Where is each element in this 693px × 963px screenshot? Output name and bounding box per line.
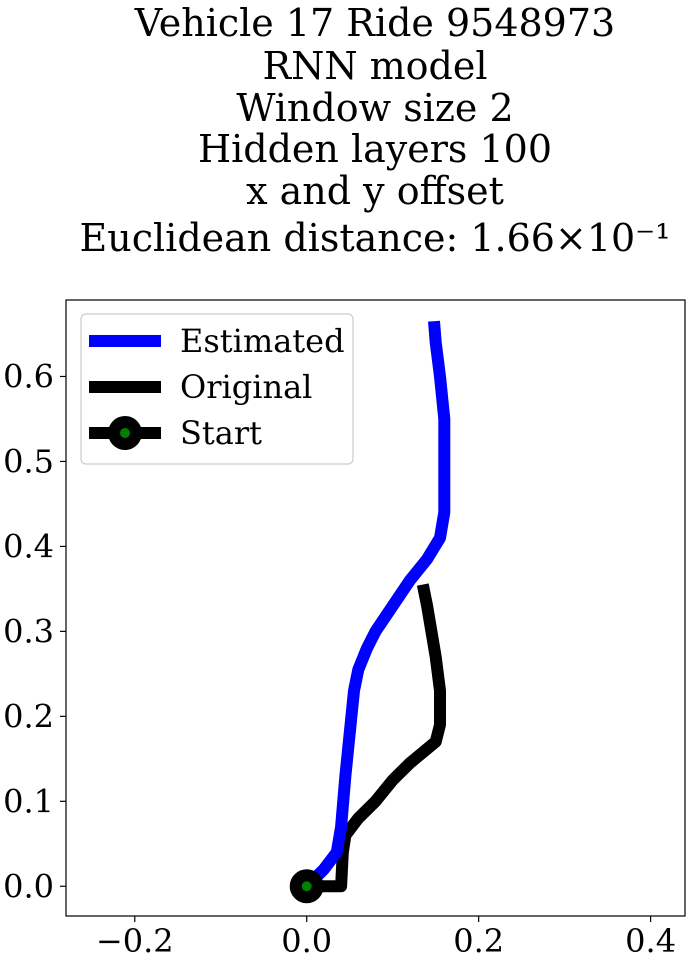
y-tick-label: 0.6 bbox=[3, 357, 54, 395]
y-tick-label: 0.3 bbox=[3, 612, 54, 650]
series-line-estimated bbox=[302, 320, 451, 891]
axes: −0.2 0.0 0.2 0.4 0.0 0.1 0.2 0.3 0.4 0.5 0.6 bbox=[3, 299, 686, 960]
title-line: Vehicle 17 Ride 9548973 bbox=[134, 1, 615, 45]
y-tick-label: 0.4 bbox=[3, 527, 54, 565]
legend-box bbox=[80, 313, 354, 465]
y-tick-label: 0.1 bbox=[3, 782, 54, 820]
x-tick-label: 0.0 bbox=[281, 922, 332, 960]
legend: Estimated Original Start bbox=[80, 313, 354, 465]
title-line: x and y offset bbox=[246, 169, 504, 213]
x-tick-label: 0.2 bbox=[453, 922, 504, 960]
start-marker-center bbox=[301, 881, 312, 892]
title-line: Hidden layers 100 bbox=[198, 127, 552, 171]
title-line: RNN model bbox=[262, 44, 487, 88]
x-tick-label: 0.4 bbox=[625, 922, 676, 960]
legend-label-estimated: Estimated bbox=[180, 322, 345, 360]
legend-label-original: Original bbox=[180, 368, 312, 406]
legend-label-start: Start bbox=[180, 414, 262, 452]
title-line: Window size 2 bbox=[236, 86, 513, 130]
title-line: Euclidean distance: 1.66×10⁻¹ bbox=[80, 216, 671, 260]
plot-area bbox=[289, 320, 451, 904]
axes-frame bbox=[65, 299, 686, 917]
y-tick-label: 0.2 bbox=[3, 697, 54, 735]
x-tick-label: −0.2 bbox=[96, 922, 174, 960]
y-tick-label: 0.5 bbox=[3, 442, 54, 480]
legend-start-marker-center bbox=[120, 428, 130, 438]
y-tick-label: 0.0 bbox=[3, 867, 54, 905]
